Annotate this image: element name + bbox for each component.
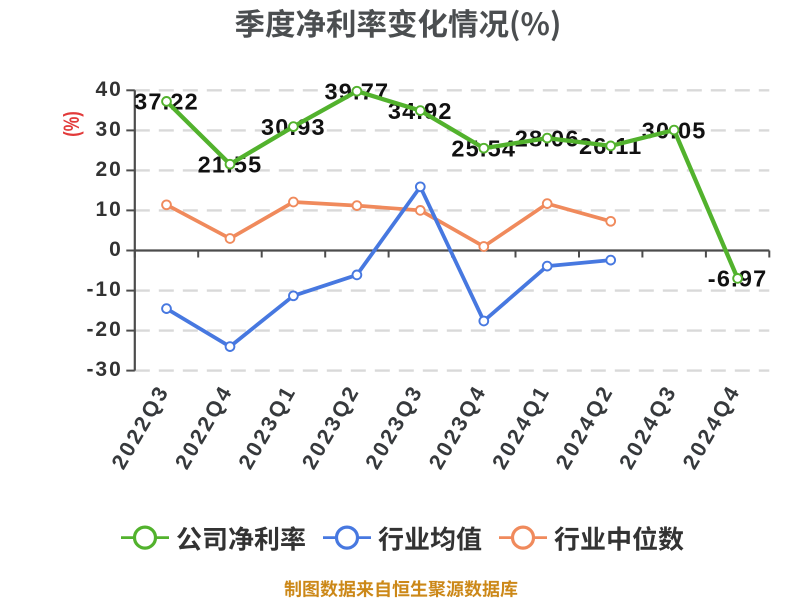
svg-text:-30: -30 (86, 358, 122, 381)
svg-text:10: 10 (95, 198, 122, 221)
svg-text:-10: -10 (86, 278, 122, 301)
svg-text:-20: -20 (86, 318, 122, 341)
svg-text:30: 30 (95, 118, 122, 141)
svg-text:(%): (%) (60, 111, 85, 136)
svg-text:20: 20 (95, 158, 122, 181)
svg-text:0: 0 (109, 238, 123, 261)
svg-text:40: 40 (95, 78, 122, 101)
